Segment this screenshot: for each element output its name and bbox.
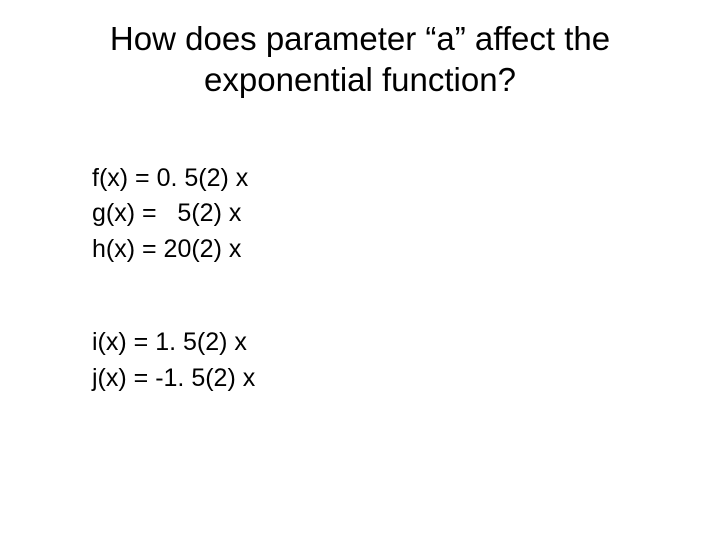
slide-title: How does parameter “a” affect the expone… [30, 18, 690, 101]
slide-container: How does parameter “a” affect the expone… [0, 0, 720, 484]
title-line-1: How does parameter “a” affect the [110, 20, 610, 57]
equation-g: g(x) = 5(2) x [92, 196, 690, 232]
slide-content: f(x) = 0. 5(2) x g(x) = 5(2) x h(x) = 20… [92, 161, 690, 397]
equation-group-1: f(x) = 0. 5(2) x g(x) = 5(2) x h(x) = 20… [92, 161, 690, 268]
equation-f: f(x) = 0. 5(2) x [92, 161, 690, 197]
equation-group-2: i(x) = 1. 5(2) x j(x) = -1. 5(2) x [92, 325, 690, 396]
equation-i: i(x) = 1. 5(2) x [92, 325, 690, 361]
equation-j: j(x) = -1. 5(2) x [92, 361, 690, 397]
equation-h: h(x) = 20(2) x [92, 232, 690, 268]
title-line-2: exponential function? [204, 61, 516, 98]
